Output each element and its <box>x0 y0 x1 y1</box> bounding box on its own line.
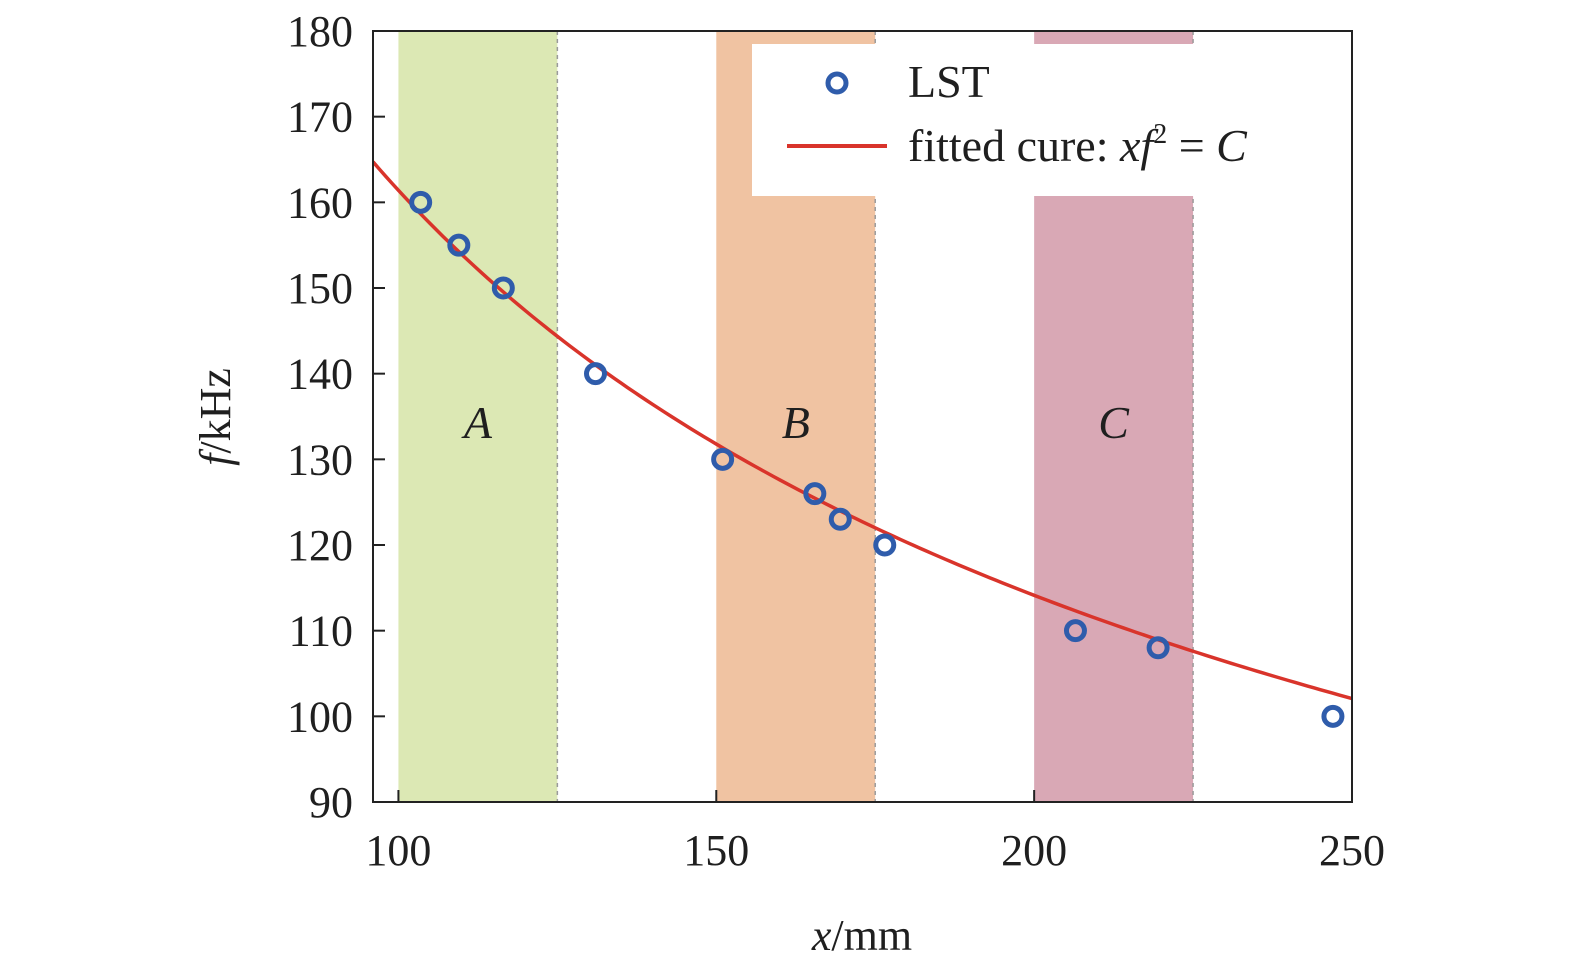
region-label-c: C <box>1098 397 1130 448</box>
lst-point-3 <box>491 276 515 300</box>
y-tick-label: 160 <box>287 178 353 227</box>
x-tick-label: 250 <box>1319 826 1385 875</box>
y-tick-label: 110 <box>289 607 353 656</box>
legend-fit-prefix: fitted cure: <box>908 120 1120 171</box>
legend-fit-var2: C <box>1216 120 1248 171</box>
lst-point-11 <box>1321 704 1345 728</box>
lst-point-10 <box>1146 636 1170 660</box>
legend-box <box>752 44 1348 196</box>
lst-point-8 <box>873 533 897 557</box>
y-tick-label: 130 <box>287 435 353 484</box>
curve-layer <box>373 160 1352 701</box>
x-tick-label: 150 <box>683 826 749 875</box>
fitted-curve <box>373 160 1352 701</box>
x-axis-unit: /mm <box>831 911 912 960</box>
lst-point-5 <box>711 447 735 471</box>
y-tick-label: 150 <box>287 264 353 313</box>
points-layer <box>409 190 1345 728</box>
plot-frame <box>372 30 1353 803</box>
y-tick-label: 170 <box>287 93 353 142</box>
legend: LST fitted cure: xf2 = C <box>752 44 1348 196</box>
lst-point-9 <box>1063 619 1087 643</box>
y-axis-title: f/kHz <box>191 368 240 466</box>
x-axis: 100 150 200 250 <box>365 790 1385 875</box>
lst-point-6 <box>803 482 827 506</box>
legend-fit-var1: xf <box>1119 120 1159 171</box>
legend-marker-lst <box>825 71 849 95</box>
y-tick-label: 180 <box>287 7 353 56</box>
x-tick-label: 200 <box>1001 826 1067 875</box>
y-tick-label: 120 <box>287 521 353 570</box>
lst-point-2 <box>447 233 471 257</box>
lst-point-7 <box>828 507 852 531</box>
y-axis-unit: /kHz <box>191 368 240 454</box>
lst-point-4 <box>584 362 607 386</box>
region-a-band <box>398 31 558 802</box>
y-axis: 90 100 110 120 130 140 150 160 170 180 <box>287 7 385 827</box>
x-axis-variable: x <box>811 911 832 960</box>
legend-fit-equals: = <box>1167 120 1216 171</box>
y-tick-label: 90 <box>309 778 353 827</box>
y-tick-label: 140 <box>287 350 353 399</box>
x-tick-label: 100 <box>365 826 431 875</box>
region-label-b: B <box>782 397 810 448</box>
x-axis-title: x/mm <box>811 911 912 960</box>
lst-point-1 <box>409 190 433 214</box>
legend-label-fit: fitted cure: xf2 = C <box>908 119 1248 171</box>
y-tick-label: 100 <box>287 692 353 741</box>
region-label-a: A <box>461 397 493 448</box>
legend-fit-exponent: 2 <box>1153 119 1167 150</box>
legend-label-lst: LST <box>908 56 990 107</box>
